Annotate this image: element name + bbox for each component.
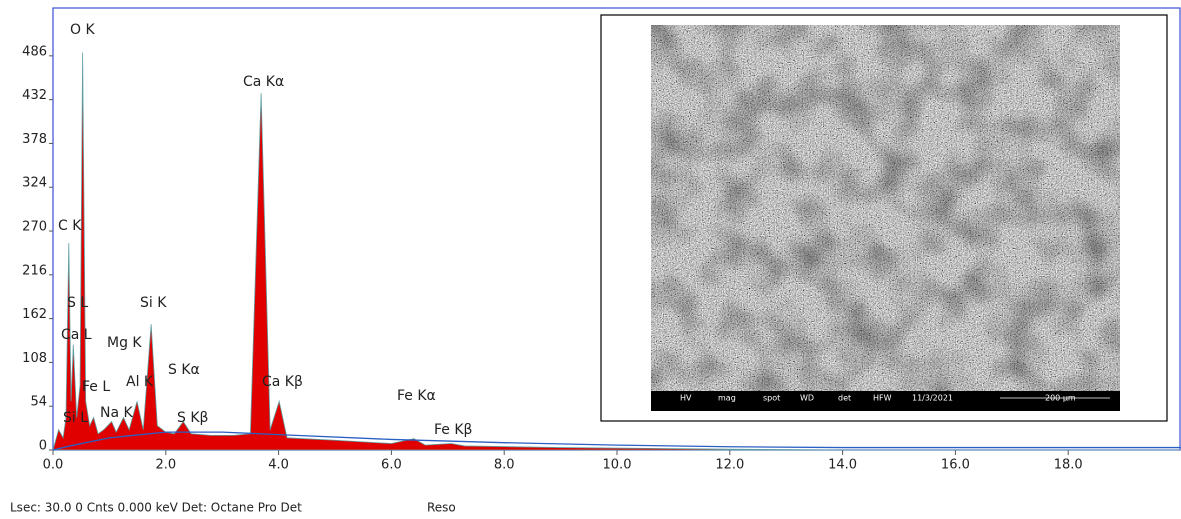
sem-image xyxy=(651,25,1120,391)
peak-label: Mg K xyxy=(107,335,142,351)
x-tick-label: 10.0 xyxy=(603,458,632,473)
peak-label: Al K xyxy=(126,374,154,390)
peak-label: Fe L xyxy=(82,379,110,395)
peak-label: C K xyxy=(58,218,82,234)
peak-label: Fe Kα xyxy=(397,388,436,404)
x-tick-label: 0.0 xyxy=(43,458,64,473)
x-tick-label: 18.0 xyxy=(1054,458,1083,473)
y-tick-label: 108 xyxy=(22,351,47,366)
peak-label: Fe Kβ xyxy=(434,422,472,438)
status-right: Reso xyxy=(427,501,456,515)
peak-label: S Kβ xyxy=(177,410,208,426)
peak-label: Ca Kβ xyxy=(262,374,303,390)
x-tick-label: 4.0 xyxy=(268,458,289,473)
y-tick-label: 162 xyxy=(22,307,47,322)
peak-label: Si L xyxy=(63,410,88,426)
background-line xyxy=(52,431,1181,451)
y-tick-label: 270 xyxy=(22,220,47,235)
sem-inset: HV mag spot WD det HFW 11/3/2021 200 µm xyxy=(600,14,1168,422)
peak-label: O K xyxy=(70,22,95,38)
peak-label: Si K xyxy=(140,295,167,311)
y-tick-label: 54 xyxy=(30,395,47,410)
y-tick-label: 324 xyxy=(22,176,47,191)
spectrum-area xyxy=(52,52,1181,451)
status-left: Lsec: 30.0 0 Cnts 0.000 keV Det: Octane … xyxy=(10,501,302,515)
y-tick-label: 486 xyxy=(22,44,47,59)
peak-label: S Kα xyxy=(168,362,200,378)
sem-info-label: HV xyxy=(680,394,692,403)
y-tick-label: 432 xyxy=(22,88,47,103)
sem-info-label: 11/3/2021 xyxy=(912,394,953,403)
y-tick-label: 216 xyxy=(22,263,47,278)
x-tick-label: 14.0 xyxy=(828,458,857,473)
x-tick-label: 16.0 xyxy=(941,458,970,473)
plot-area: 0 54 108 162 216 270 324 378 432 486 0.0 2.0 4.0 6.0 8… xyxy=(22,22,1181,473)
y-tick-label: 378 xyxy=(22,132,47,147)
peak-label: S L xyxy=(67,295,88,311)
x-tick-label: 12.0 xyxy=(715,458,744,473)
peak-label: Na K xyxy=(100,405,134,421)
sem-info-bar xyxy=(651,391,1120,411)
peak-label: Ca L xyxy=(61,327,92,343)
peak-label: Ca Kα xyxy=(243,74,284,90)
sem-info-label: spot xyxy=(763,394,780,403)
x-tick-label: 8.0 xyxy=(494,458,515,473)
sem-info-label: det xyxy=(838,394,851,403)
sem-info-label: mag xyxy=(718,394,736,403)
sem-info-label: WD xyxy=(800,394,814,403)
sem-info: HV mag spot WD det HFW 11/3/2021 200 µm xyxy=(680,394,1110,403)
y-tick-label: 0 xyxy=(39,439,47,454)
x-tick-label: 6.0 xyxy=(381,458,402,473)
x-tick-label: 2.0 xyxy=(155,458,176,473)
sem-info-label: HFW xyxy=(873,394,892,403)
